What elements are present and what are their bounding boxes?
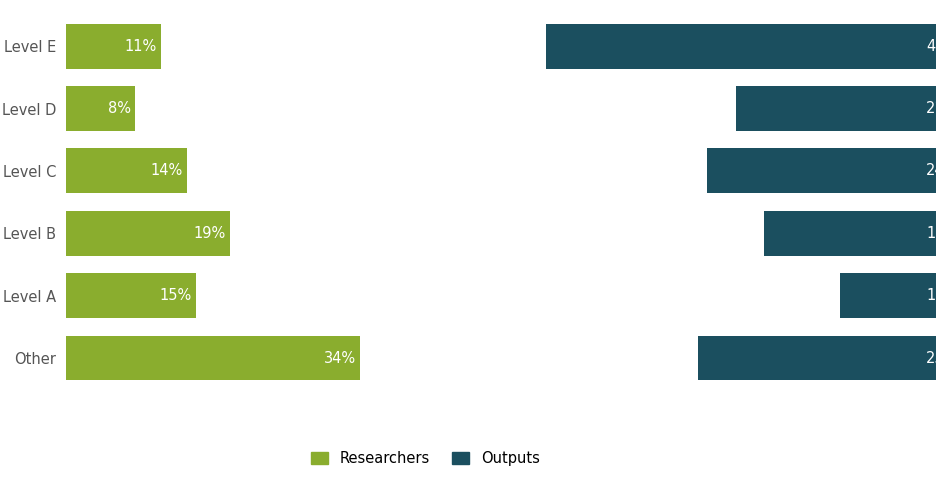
Bar — [697, 335, 935, 380]
Text: 8%: 8% — [108, 101, 131, 116]
Text: 15%: 15% — [160, 288, 192, 303]
Bar — [66, 273, 195, 318]
Text: 25%: 25% — [925, 350, 944, 366]
Text: 14%: 14% — [150, 163, 183, 179]
Bar — [706, 149, 935, 194]
Bar — [66, 211, 230, 256]
Bar — [545, 24, 935, 69]
Bar — [839, 273, 935, 318]
Text: 10%: 10% — [925, 288, 944, 303]
Bar — [66, 86, 135, 131]
Bar — [735, 86, 935, 131]
Legend: Researchers, Outputs: Researchers, Outputs — [304, 445, 546, 472]
Text: 24%: 24% — [925, 163, 944, 179]
Bar — [66, 24, 161, 69]
Text: 18%: 18% — [925, 226, 944, 241]
Text: 41%: 41% — [925, 38, 944, 54]
Bar — [66, 149, 187, 194]
Text: 21%: 21% — [925, 101, 944, 116]
Bar — [764, 211, 935, 256]
Text: 19%: 19% — [194, 226, 226, 241]
Bar — [66, 335, 360, 380]
Text: 34%: 34% — [324, 350, 356, 366]
Text: 11%: 11% — [125, 38, 157, 54]
